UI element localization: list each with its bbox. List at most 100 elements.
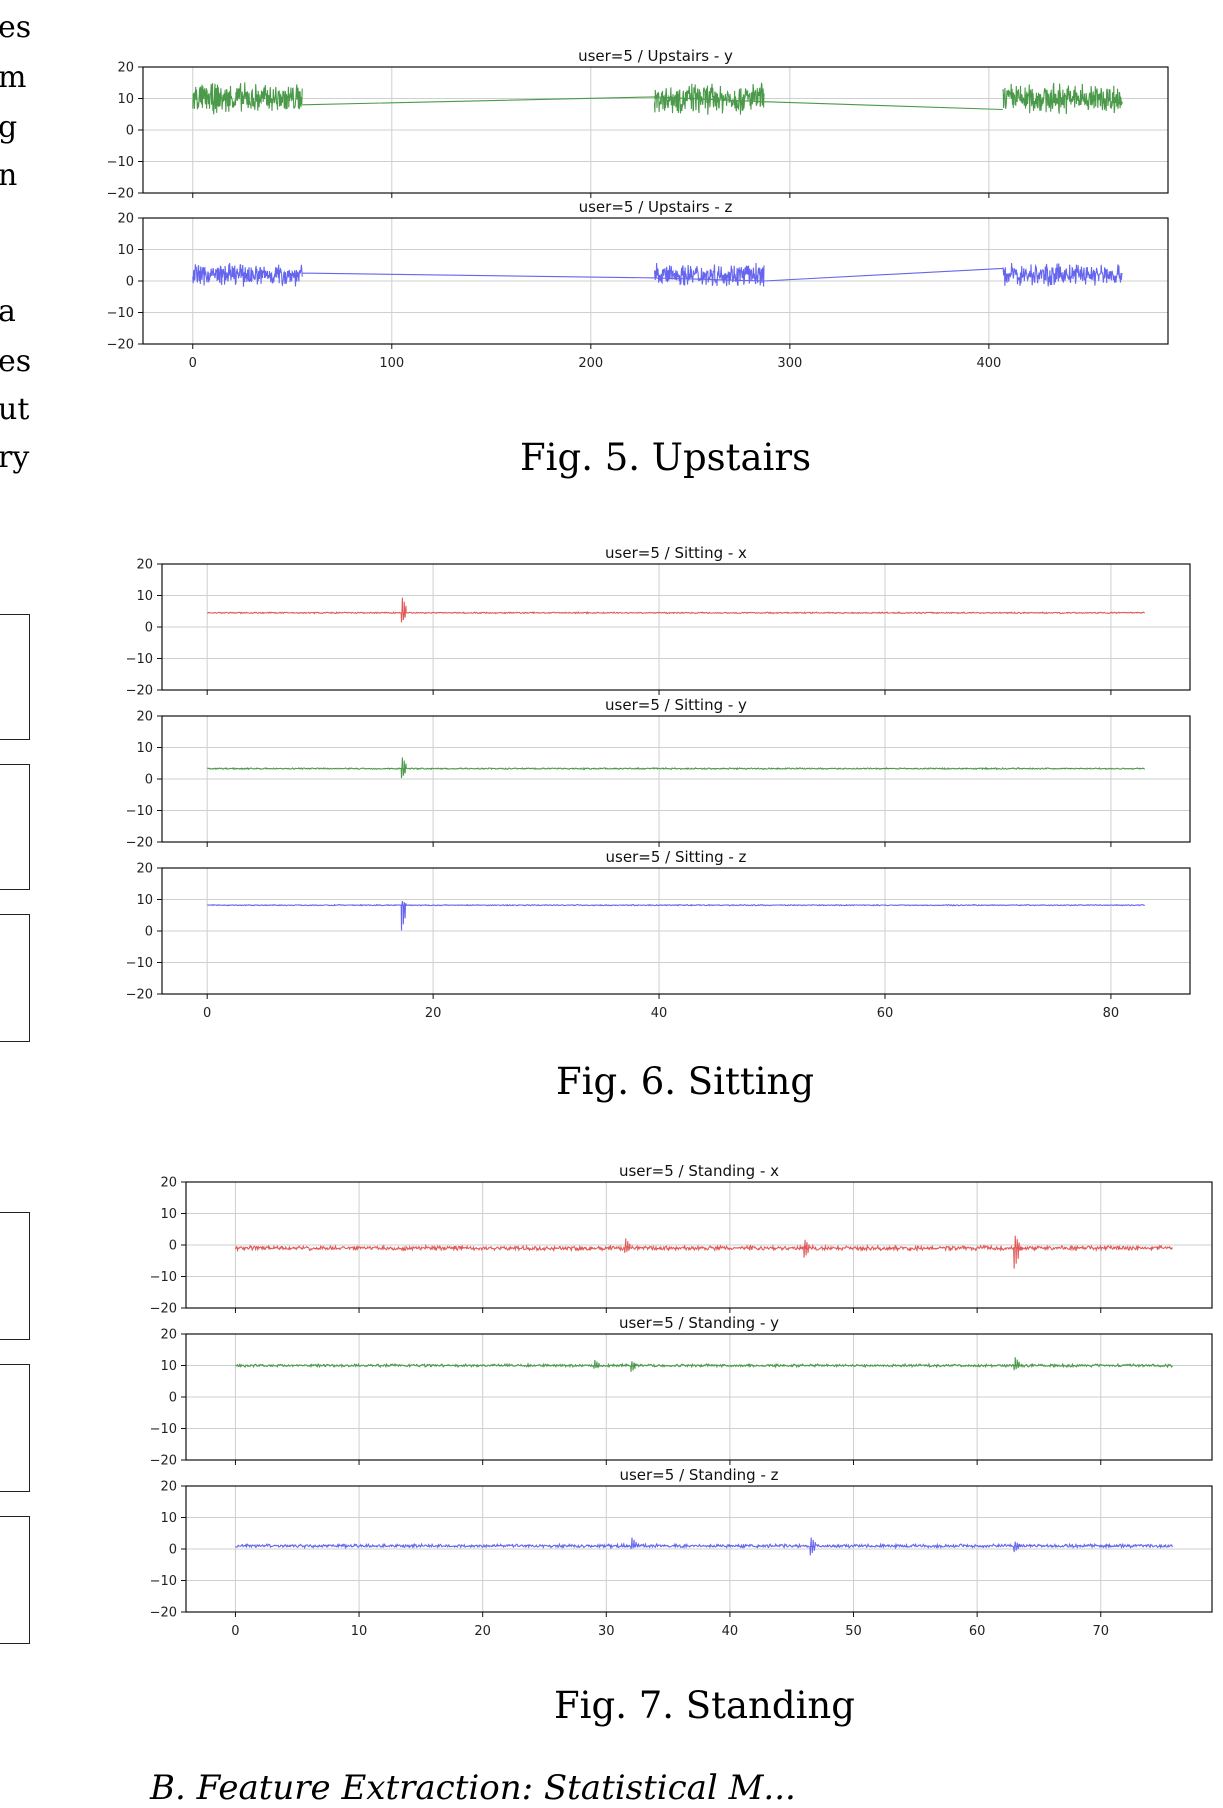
- x-tick-label: 40: [651, 1006, 668, 1021]
- subplot-panel: −20 −10 0 10 20 user=5 / Standing - y: [150, 1314, 1213, 1469]
- x-tick-label: 100: [379, 356, 404, 371]
- y-tick-label: 20: [160, 1176, 177, 1191]
- subplot-panel: −20 −10 0 10 20 user=5 / Sitting - x: [126, 544, 1191, 699]
- y-tick-label: 20: [117, 61, 134, 76]
- x-tick-label: 80: [1103, 1006, 1120, 1021]
- series-line: [234, 1235, 1173, 1269]
- y-tick-label: 0: [169, 1239, 177, 1254]
- y-tick-label: −10: [107, 155, 134, 170]
- x-tick-label: 70: [1092, 1624, 1109, 1639]
- subplot-panel: −20 −10 0 10 20 user=5 / Sitting - z 0 20 40 60 80: [126, 848, 1191, 1021]
- y-tick-label: −20: [126, 684, 153, 699]
- left-column-fragment: a: [0, 294, 16, 329]
- y-tick-label: 10: [136, 741, 153, 756]
- y-tick-label: −20: [107, 187, 134, 202]
- subplot-panel: −20 −10 0 10 20 user=5 / Standing - x: [150, 1162, 1213, 1317]
- y-tick-label: 0: [126, 124, 134, 139]
- subplot-panel: −20 −10 0 10 20 user=5 / Standing - z 0 10 20 30 4…: [150, 1466, 1213, 1639]
- y-tick-label: −10: [126, 956, 153, 971]
- left-table-fragment: [0, 914, 30, 1042]
- y-tick-label: −20: [150, 1454, 177, 1469]
- subplot-title: user=5 / Sitting - z: [606, 848, 747, 866]
- y-tick-label: 20: [160, 1480, 177, 1495]
- subplot-panel: −20 −10 0 10 20 user=5 / Sitting - y: [126, 696, 1191, 851]
- y-tick-label: −10: [150, 1574, 177, 1589]
- figure-standing-chart: −20 −10 0 10 20 user=5 / Standing - x −20 −10 0 1…: [150, 1162, 1213, 1639]
- x-tick-label: 30: [598, 1624, 615, 1639]
- y-tick-label: 0: [126, 275, 134, 290]
- x-tick-label: 200: [578, 356, 603, 371]
- x-tick-label: 10: [351, 1624, 368, 1639]
- left-table-fragment: [0, 614, 30, 740]
- x-tick-label: 40: [722, 1624, 739, 1639]
- series-line: [192, 262, 1123, 287]
- y-tick-label: 0: [145, 621, 153, 636]
- x-tick-label: 300: [777, 356, 802, 371]
- left-table-fragment: [0, 1364, 30, 1492]
- y-tick-label: −10: [126, 804, 153, 819]
- y-tick-label: −20: [150, 1606, 177, 1621]
- x-tick-label: 20: [425, 1006, 442, 1021]
- x-tick-label: 0: [203, 1006, 211, 1021]
- figure-caption: Fig. 7. Standing: [554, 1684, 855, 1727]
- x-tick-label: 60: [877, 1006, 894, 1021]
- x-tick-label: 0: [231, 1624, 239, 1639]
- left-column-fragment: g: [0, 110, 18, 145]
- y-tick-label: 20: [117, 212, 134, 227]
- x-tick-label: 60: [969, 1624, 986, 1639]
- left-column-fragment: m: [0, 60, 27, 95]
- subplot-title: user=5 / Sitting - x: [605, 544, 747, 562]
- subplot-title: user=5 / Sitting - y: [605, 696, 747, 714]
- y-tick-label: −20: [150, 1302, 177, 1317]
- y-tick-label: 0: [145, 925, 153, 940]
- figure-caption: Fig. 5. Upstairs: [520, 436, 812, 479]
- y-tick-label: 10: [160, 1207, 177, 1222]
- y-tick-label: 20: [136, 710, 153, 725]
- subplot-title: user=5 / Standing - y: [619, 1314, 779, 1332]
- series-line: [207, 597, 1145, 623]
- series-line: [206, 757, 1145, 779]
- y-tick-label: −10: [150, 1270, 177, 1285]
- y-tick-label: 20: [136, 558, 153, 573]
- subplot-panel: −20 −10 0 10 20 user=5 / Upstairs - z 0 100 200 3…: [107, 198, 1169, 371]
- subplot-title: user=5 / Standing - x: [619, 1162, 779, 1180]
- figure-upstairs-chart: −20 −10 0 10 20 user=5 / Upstairs - y −20 −10 0 1…: [107, 47, 1169, 371]
- left-column-fragment: ry: [0, 440, 30, 475]
- left-table-fragment: [0, 1516, 30, 1644]
- subplot-title: user=5 / Standing - z: [619, 1466, 778, 1484]
- y-tick-label: −20: [107, 338, 134, 353]
- subplot-title: user=5 / Upstairs - z: [579, 198, 733, 216]
- left-column-fragment: ut: [0, 392, 30, 427]
- left-column-fragment: es: [0, 10, 32, 45]
- y-tick-label: −10: [150, 1422, 177, 1437]
- subplot-panel: −20 −10 0 10 20 user=5 / Upstairs - y: [107, 47, 1169, 202]
- y-tick-label: 0: [169, 1543, 177, 1558]
- x-tick-label: 0: [189, 356, 197, 371]
- y-tick-label: −10: [107, 306, 134, 321]
- series-line: [235, 1357, 1173, 1372]
- x-tick-label: 20: [474, 1624, 491, 1639]
- x-tick-label: 50: [845, 1624, 862, 1639]
- y-tick-label: 0: [169, 1391, 177, 1406]
- y-tick-label: 10: [117, 243, 134, 258]
- series-line: [192, 82, 1123, 115]
- subplot-title: user=5 / Upstairs - y: [578, 47, 733, 65]
- y-tick-label: 0: [145, 773, 153, 788]
- left-table-fragment: [0, 1212, 30, 1340]
- series-line: [207, 900, 1145, 931]
- y-tick-label: 10: [136, 589, 153, 604]
- left-column-fragment: es: [0, 344, 32, 379]
- y-tick-label: 10: [160, 1511, 177, 1526]
- y-tick-label: 10: [160, 1359, 177, 1374]
- series-line: [235, 1537, 1173, 1556]
- y-tick-label: 10: [136, 893, 153, 908]
- y-tick-label: 20: [136, 862, 153, 877]
- figure-caption: Fig. 6. Sitting: [556, 1060, 815, 1103]
- figure-sitting-chart: −20 −10 0 10 20 user=5 / Sitting - x −20 −10 0 10…: [126, 544, 1191, 1021]
- x-tick-label: 400: [976, 356, 1001, 371]
- y-tick-label: −20: [126, 988, 153, 1003]
- y-tick-label: −20: [126, 836, 153, 851]
- y-tick-label: 10: [117, 92, 134, 107]
- left-table-fragment: [0, 764, 30, 890]
- left-column-fragment: n: [0, 158, 18, 193]
